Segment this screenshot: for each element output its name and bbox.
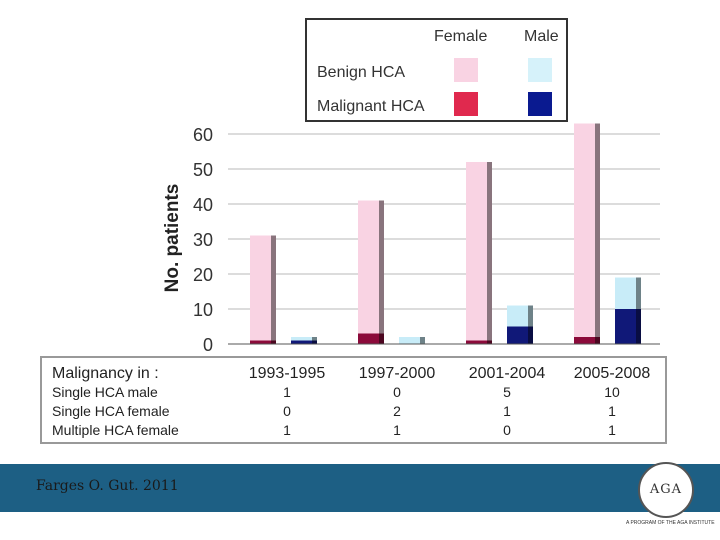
malignancy-table: Malignancy in : 1993-1995 1997-2000 2001… [40, 356, 667, 444]
y-tick-label: 50 [193, 160, 213, 180]
table-col-header: 2001-2004 [468, 365, 546, 382]
bar-female-malignant [574, 337, 595, 344]
bar-female-benign [250, 235, 271, 341]
bar-male-benign [615, 277, 636, 309]
y-tick-label: 20 [193, 265, 213, 285]
bar-male-benign-side [528, 305, 533, 327]
bar-male-benign [291, 337, 312, 341]
table-row: Single HCA female 0 2 1 1 [52, 402, 662, 421]
bar-female-benign [358, 200, 379, 334]
bar-male-malignant [507, 326, 528, 344]
bar-male-malignant [615, 309, 636, 344]
bar-male-benign [399, 337, 420, 344]
bar-male-benign-side [636, 277, 641, 309]
table-header-label: Malignancy in : [52, 365, 159, 382]
bar-male-benign-side [420, 337, 425, 344]
legend-female-header: Female [434, 28, 488, 45]
bar-male-benign-side [312, 337, 317, 341]
table-col-header: 1993-1995 [248, 365, 326, 382]
table-row-label: Single HCA male [52, 384, 158, 400]
bar-female-malignant-side [271, 340, 276, 344]
y-tick-label: 30 [193, 230, 213, 250]
table-col-header: 1997-2000 [358, 365, 436, 382]
table-cell: 1 [283, 384, 291, 400]
bar-female-malignant-side [379, 333, 384, 344]
legend-swatch-male-benign [528, 58, 552, 82]
table-row-label: Multiple HCA female [52, 422, 179, 438]
bar-female-malignant [250, 340, 271, 344]
table-cell: 0 [283, 403, 291, 419]
bar-male-malignant [291, 340, 312, 344]
bar-female-malignant [466, 340, 487, 344]
aga-seal-logo: AGA [638, 462, 694, 518]
y-tick-label: 10 [193, 300, 213, 320]
table-cell: 1 [608, 403, 616, 419]
legend: Female Male Benign HCA Malignant HCA [305, 18, 568, 122]
bars [250, 123, 641, 344]
legend-benign-label: Benign HCA [317, 64, 406, 81]
legend-malignant-label: Malignant HCA [317, 98, 425, 115]
table-cell: 1 [608, 422, 616, 438]
table-cell: 2 [393, 403, 401, 419]
bar-female-malignant-side [487, 340, 492, 344]
table-col-header: 2005-2008 [573, 365, 651, 382]
table-cell: 1 [503, 403, 511, 419]
bar-female-benign-side [271, 235, 276, 341]
bar-female-benign-side [487, 162, 492, 341]
table-cell: 1 [283, 422, 291, 438]
bar-male-malignant-side [636, 309, 641, 344]
table-row-label: Single HCA female [52, 403, 170, 419]
table-cell: 0 [503, 422, 511, 438]
bar-male-benign [507, 305, 528, 327]
y-axis-ticks: 0 10 20 30 40 50 60 [193, 125, 213, 355]
table-row: Single HCA male 1 0 5 10 [52, 383, 662, 402]
citation: Farges O. Gut. 2011 [36, 478, 179, 494]
bar-female-malignant-side [595, 337, 600, 344]
legend-swatch-female-benign [454, 58, 478, 82]
table-cell: 0 [393, 384, 401, 400]
bar-female-benign [466, 162, 487, 341]
table-cell: 1 [393, 422, 401, 438]
legend-male-header: Male [524, 28, 559, 45]
legend-swatch-male-malignant [528, 92, 552, 116]
table-cell: 10 [604, 384, 620, 400]
bar-female-benign-side [379, 200, 384, 334]
institute-text: A PROGRAM OF THE AGA INSTITUTE [626, 520, 715, 526]
y-tick-label: 0 [203, 335, 213, 355]
bar-male-malignant-side [528, 326, 533, 344]
table-row: Multiple HCA female 1 1 0 1 [52, 421, 662, 440]
footer-bar [0, 464, 720, 512]
bar-female-malignant [358, 333, 379, 344]
bar-male-malignant-side [312, 340, 317, 344]
y-tick-label: 40 [193, 195, 213, 215]
y-axis-label: No. patients [162, 184, 183, 293]
table-cell: 5 [503, 384, 511, 400]
bar-female-benign-side [595, 123, 600, 337]
seal-letters: AGA [649, 482, 683, 497]
y-tick-label: 60 [193, 125, 213, 145]
table-header-row: Malignancy in : 1993-1995 1997-2000 2001… [52, 364, 662, 383]
bar-female-benign [574, 123, 595, 337]
legend-swatch-female-malignant [454, 92, 478, 116]
